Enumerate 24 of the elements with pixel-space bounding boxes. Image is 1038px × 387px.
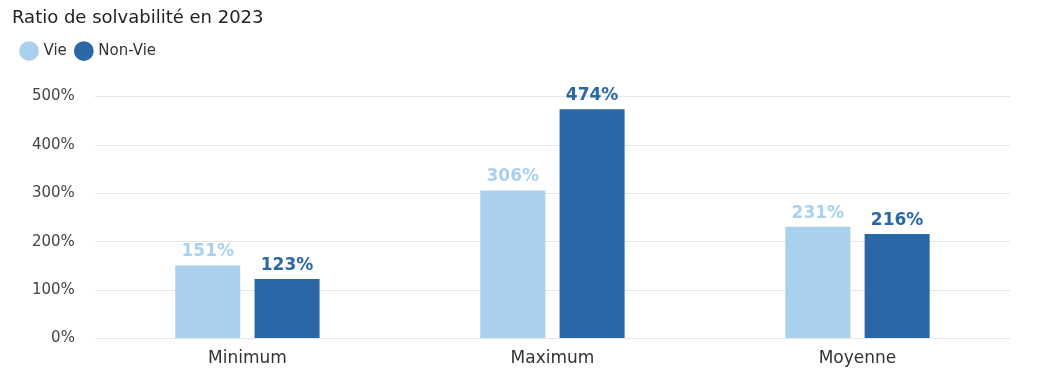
bar: [480, 190, 546, 339]
data-label: 151%: [181, 240, 235, 261]
bar: [175, 265, 241, 339]
data-label: 216%: [870, 208, 924, 229]
bar: [785, 226, 851, 339]
chart-title: Ratio de solvabilité en 2023: [12, 6, 264, 28]
data-label: 306%: [486, 165, 540, 186]
y-tick-label: 500%: [31, 86, 75, 105]
x-tick-label: Maximum: [510, 347, 595, 368]
data-label: 231%: [791, 201, 845, 222]
bar: [254, 279, 320, 339]
y-tick-label: 400%: [31, 134, 75, 153]
y-tick-label: 200%: [31, 231, 75, 250]
legend-label: Non-Vie: [98, 40, 157, 59]
x-tick-label: Minimum: [208, 347, 287, 368]
bar: [864, 234, 930, 339]
y-tick-label: 300%: [31, 183, 75, 202]
y-tick-label: 0%: [51, 328, 75, 347]
legend-label: Vie: [43, 40, 67, 59]
x-tick-label: Moyenne: [818, 347, 897, 368]
data-label: 123%: [260, 253, 314, 274]
data-label: 474%: [565, 84, 619, 105]
bar: [559, 109, 625, 339]
y-tick-label: 100%: [31, 280, 75, 299]
